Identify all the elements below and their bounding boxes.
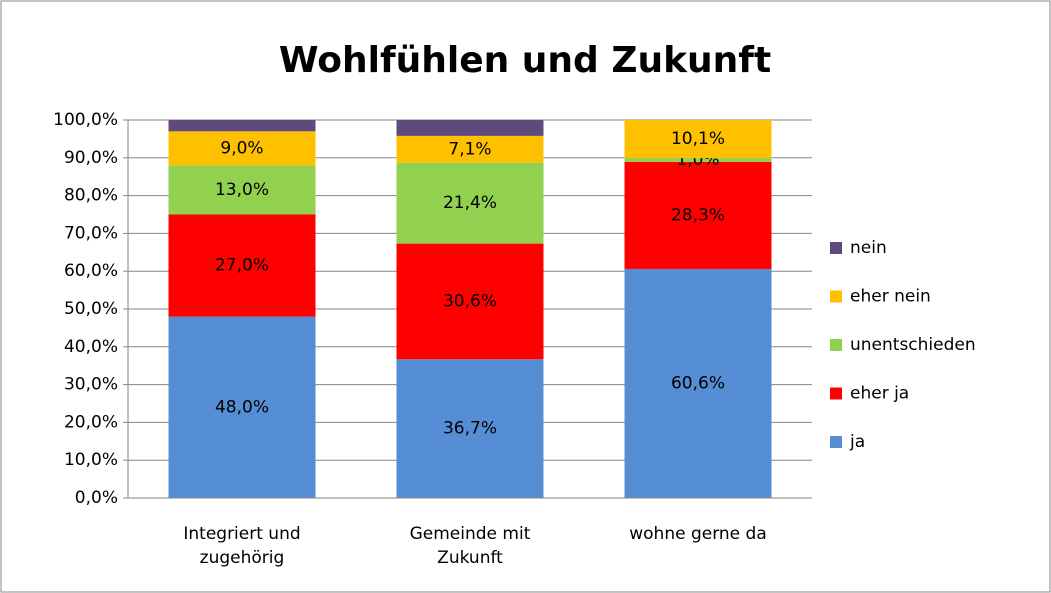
y-tick-label: 20,0%: [64, 412, 118, 432]
data-label: 21,4%: [443, 193, 497, 213]
bar-segment: [168, 316, 316, 498]
legend-label: eher nein: [850, 287, 931, 307]
legend-label: eher ja: [850, 384, 909, 404]
y-tick-label: 90,0%: [64, 148, 118, 168]
legend-swatch: [830, 242, 842, 254]
legend-label: ja: [849, 432, 865, 452]
data-label: 27,0%: [215, 256, 269, 276]
bar-segment: [624, 120, 772, 159]
bar-segment: [396, 162, 544, 244]
bar-segment: [624, 268, 772, 498]
data-label: 13,0%: [215, 180, 269, 200]
y-tick-label: 10,0%: [64, 450, 118, 470]
bar-segment: [168, 165, 316, 215]
bar-segment: [396, 243, 544, 360]
y-tick-label: 40,0%: [64, 337, 118, 357]
x-tick-label: Integriert und zugehörig: [183, 524, 301, 568]
data-label: 36,7%: [443, 419, 497, 439]
y-tick-label: 70,0%: [64, 223, 118, 243]
chart-title: Wohlfühlen und Zukunft: [279, 40, 771, 81]
legend-swatch: [830, 339, 842, 351]
data-label: 30,6%: [443, 291, 497, 311]
legend-swatch: [830, 436, 842, 448]
data-label: 7,1%: [448, 139, 491, 159]
legend-swatch: [830, 290, 842, 303]
y-tick-label: 30,0%: [64, 375, 118, 395]
data-label: 10,1%: [671, 129, 725, 149]
x-tick-label: Gemeinde mit Zukunft: [409, 524, 531, 568]
legend-label: nein: [850, 238, 887, 258]
legend-label: unentschieden: [850, 335, 976, 355]
bar-segment: [396, 120, 544, 136]
bar-segment: [168, 214, 316, 317]
y-tick-label: 80,0%: [64, 186, 118, 206]
y-tick-label: 60,0%: [64, 261, 118, 281]
bar-segment: [624, 158, 772, 162]
data-label: 48,0%: [215, 397, 269, 417]
y-tick-label: 50,0%: [64, 299, 118, 319]
bar-segment: [396, 135, 544, 163]
data-label: 28,3%: [671, 205, 725, 225]
bar-segment: [624, 161, 772, 269]
data-label: 9,0%: [220, 138, 263, 158]
bar-segment: [396, 359, 544, 498]
data-label: 60,6%: [671, 373, 725, 393]
legend-swatch: [830, 387, 842, 400]
bar-segment: [168, 131, 316, 166]
y-tick-label: 100,0%: [53, 110, 118, 130]
y-tick-label: 0,0%: [75, 488, 118, 508]
bar-segment: [168, 120, 316, 132]
x-tick-label: wohne gerne da: [629, 524, 767, 544]
